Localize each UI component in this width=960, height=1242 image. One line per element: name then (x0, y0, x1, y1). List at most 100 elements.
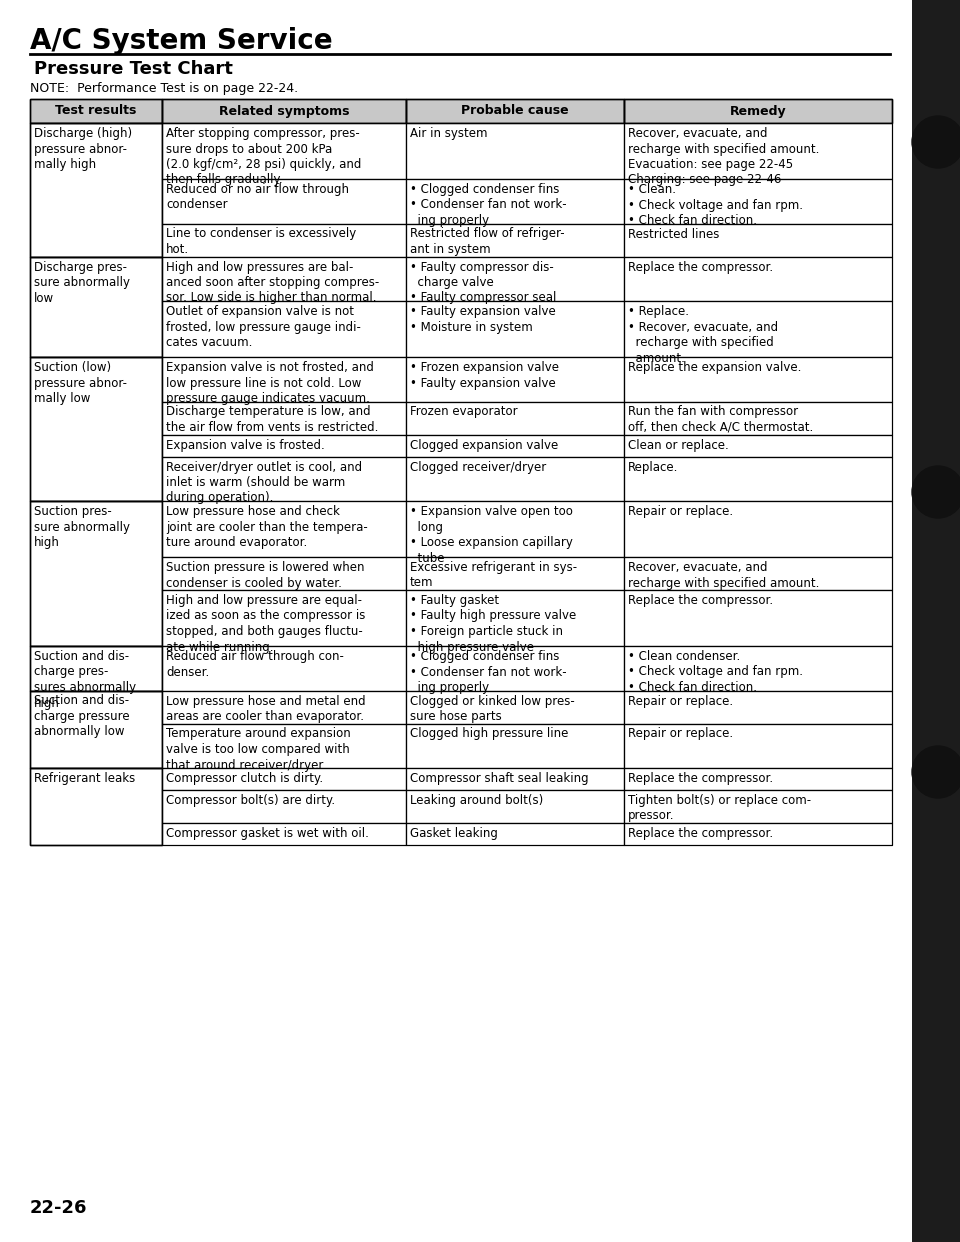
Text: Restricted flow of refriger-
ant in system: Restricted flow of refriger- ant in syst… (410, 227, 564, 256)
Bar (162, 123, 406, 179)
Bar (30, 501, 162, 646)
Bar (406, 179, 624, 224)
Bar (162, 224, 406, 257)
Bar (30, 356, 162, 501)
Bar (406, 457, 624, 501)
Text: Low pressure hose and check
joint are cooler than the tempera-
ture around evapo: Low pressure hose and check joint are co… (166, 505, 368, 549)
Text: Suction pressure is lowered when
condenser is cooled by water.: Suction pressure is lowered when condens… (166, 561, 365, 590)
Text: Suction and dis-
charge pres-
sures abnormally
high: Suction and dis- charge pres- sures abno… (34, 650, 136, 709)
Text: Clogged or kinked low pres-
sure hose parts: Clogged or kinked low pres- sure hose pa… (410, 694, 575, 723)
Text: Replace the expansion valve.: Replace the expansion valve. (628, 361, 802, 374)
Bar (624, 401, 892, 435)
Bar (406, 768, 624, 790)
Bar (406, 501, 624, 556)
Text: Probable cause: Probable cause (461, 104, 568, 118)
Bar (162, 301, 406, 356)
Circle shape (912, 746, 960, 799)
Text: • Clean condenser.
• Check voltage and fan rpm.
• Check fan direction.: • Clean condenser. • Check voltage and f… (628, 650, 803, 694)
Bar (406, 301, 624, 356)
Bar (406, 435, 624, 457)
Text: Discharge pres-
sure abnormally
low: Discharge pres- sure abnormally low (34, 261, 130, 304)
Text: Outlet of expansion valve is not
frosted, low pressure gauge indi-
cates vacuum.: Outlet of expansion valve is not frosted… (166, 306, 361, 349)
Bar (30, 646, 162, 691)
Bar (406, 646, 624, 691)
Text: Air in system: Air in system (410, 127, 488, 140)
Bar (624, 556, 892, 590)
Bar (162, 823, 406, 845)
Bar (624, 401, 892, 435)
Bar (624, 724, 892, 768)
Bar (162, 257, 406, 301)
Bar (406, 356, 624, 401)
Bar (624, 823, 892, 845)
Text: • Faulty gasket
• Faulty high pressure valve
• Foreign particle stuck in
  high : • Faulty gasket • Faulty high pressure v… (410, 594, 576, 653)
Bar (162, 401, 406, 435)
Bar (624, 590, 892, 646)
Bar (406, 457, 624, 501)
Text: Replace the compressor.: Replace the compressor. (628, 594, 773, 607)
Text: Recover, evacuate, and
recharge with specified amount.
Evacuation: see page 22-4: Recover, evacuate, and recharge with spe… (628, 127, 819, 186)
Text: Discharge (high)
pressure abnor-
mally high: Discharge (high) pressure abnor- mally h… (34, 127, 132, 171)
Bar (162, 99, 406, 123)
Bar (624, 691, 892, 724)
Text: • Clean.
• Check voltage and fan rpm.
• Check fan direction.: • Clean. • Check voltage and fan rpm. • … (628, 183, 803, 227)
Bar (162, 590, 406, 646)
Bar (624, 123, 892, 179)
Bar (624, 301, 892, 356)
Bar (406, 724, 624, 768)
Text: After stopping compressor, pres-
sure drops to about 200 kPa
(2.0 kgf/cm², 28 ps: After stopping compressor, pres- sure dr… (166, 127, 361, 186)
Bar (162, 224, 406, 257)
Bar (406, 556, 624, 590)
Text: • Clogged condenser fins
• Condenser fan not work-
  ing properly: • Clogged condenser fins • Condenser fan… (410, 183, 566, 227)
Text: Compressor clutch is dirty.: Compressor clutch is dirty. (166, 773, 323, 785)
Text: Related symptoms: Related symptoms (219, 104, 349, 118)
Text: Replace the compressor.: Replace the compressor. (628, 261, 773, 273)
Bar (162, 356, 406, 401)
Bar (624, 435, 892, 457)
Bar (406, 99, 624, 123)
Text: Line to condenser is excessively
hot.: Line to condenser is excessively hot. (166, 227, 356, 256)
Bar (624, 556, 892, 590)
Text: Compressor bolt(s) are dirty.: Compressor bolt(s) are dirty. (166, 794, 335, 807)
Text: Remedy: Remedy (730, 104, 786, 118)
Text: Compressor gasket is wet with oil.: Compressor gasket is wet with oil. (166, 827, 369, 840)
Text: Excessive refrigerant in sys-
tem: Excessive refrigerant in sys- tem (410, 561, 577, 590)
Bar (406, 823, 624, 845)
Bar (30, 257, 162, 356)
Bar (624, 646, 892, 691)
Bar (406, 179, 624, 224)
Bar (406, 356, 624, 401)
Bar (624, 457, 892, 501)
Bar (624, 457, 892, 501)
Bar (162, 768, 406, 790)
Bar (406, 768, 624, 790)
Bar (162, 556, 406, 590)
Bar (30, 257, 162, 356)
Bar (406, 99, 624, 123)
Text: • Replace.
• Recover, evacuate, and
  recharge with specified
  amount.: • Replace. • Recover, evacuate, and rech… (628, 306, 778, 364)
Text: Discharge temperature is low, and
the air flow from vents is restricted.: Discharge temperature is low, and the ai… (166, 405, 378, 433)
Bar (30, 501, 162, 646)
Bar (30, 646, 162, 691)
Text: Gasket leaking: Gasket leaking (410, 827, 497, 840)
Bar (162, 768, 406, 790)
Text: Test results: Test results (56, 104, 136, 118)
Bar (406, 123, 624, 179)
Bar (30, 99, 162, 123)
Bar (162, 356, 406, 401)
Bar (162, 179, 406, 224)
Bar (624, 257, 892, 301)
Bar (406, 790, 624, 823)
Text: • Faulty compressor dis-
  charge valve
• Faulty compressor seal: • Faulty compressor dis- charge valve • … (410, 261, 556, 304)
Bar (162, 646, 406, 691)
Bar (624, 646, 892, 691)
Bar (624, 790, 892, 823)
Bar (30, 768, 162, 845)
Bar (406, 435, 624, 457)
Bar (162, 99, 406, 123)
Bar (162, 691, 406, 724)
Bar (624, 356, 892, 401)
Text: NOTE:  Performance Test is on page 22-24.: NOTE: Performance Test is on page 22-24. (30, 82, 299, 94)
Bar (162, 257, 406, 301)
Bar (624, 768, 892, 790)
